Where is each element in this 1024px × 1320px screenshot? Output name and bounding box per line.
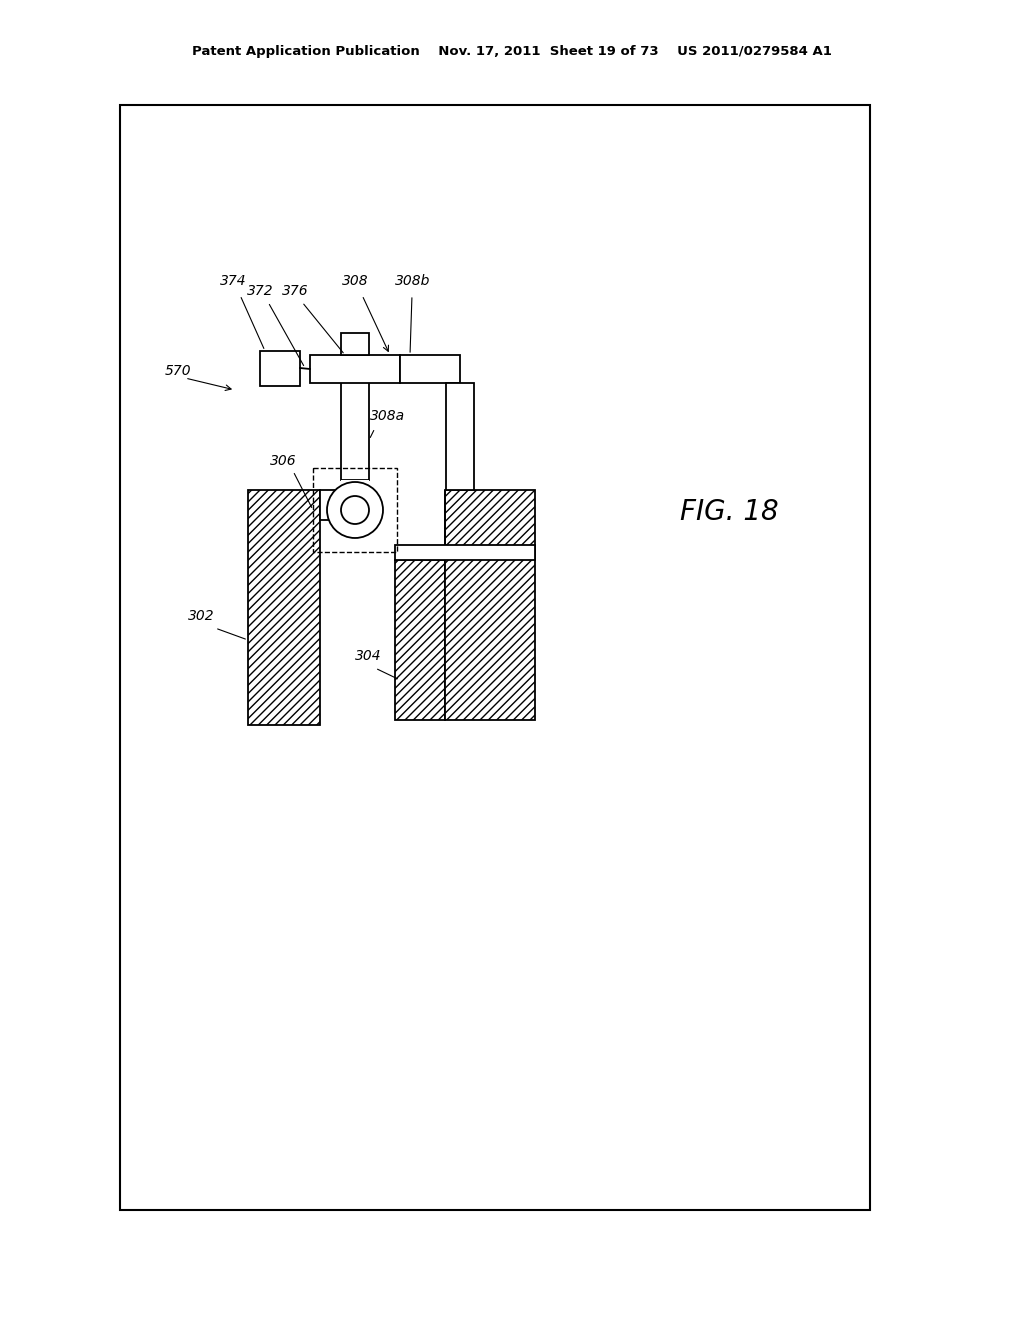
Text: 308: 308 — [342, 275, 369, 288]
Bar — [260, 351, 300, 385]
Bar — [400, 355, 460, 383]
Bar — [341, 333, 369, 355]
Text: 374: 374 — [220, 275, 247, 288]
Bar — [313, 469, 397, 552]
Bar — [341, 380, 369, 480]
Bar — [310, 355, 400, 383]
Text: 308b: 308b — [395, 275, 430, 288]
Circle shape — [341, 496, 369, 524]
Bar — [446, 383, 474, 490]
Text: 306: 306 — [270, 454, 297, 469]
Bar — [395, 560, 445, 719]
Text: FIG. 18: FIG. 18 — [680, 498, 778, 525]
Text: 372: 372 — [247, 284, 273, 298]
Text: Patent Application Publication    Nov. 17, 2011  Sheet 19 of 73    US 2011/02795: Patent Application Publication Nov. 17, … — [193, 45, 831, 58]
Bar — [445, 490, 535, 719]
Bar — [248, 490, 319, 725]
Bar — [395, 545, 535, 560]
Bar — [248, 490, 319, 725]
Circle shape — [327, 482, 383, 539]
Bar — [120, 106, 870, 1210]
Text: 376: 376 — [282, 284, 308, 298]
Bar — [319, 490, 338, 520]
Text: 308a: 308a — [370, 409, 406, 422]
Text: 304: 304 — [355, 649, 382, 663]
Text: 570: 570 — [165, 364, 191, 378]
Text: 302: 302 — [188, 609, 215, 623]
Bar — [395, 560, 445, 719]
Bar — [341, 480, 369, 540]
Bar — [445, 490, 535, 719]
